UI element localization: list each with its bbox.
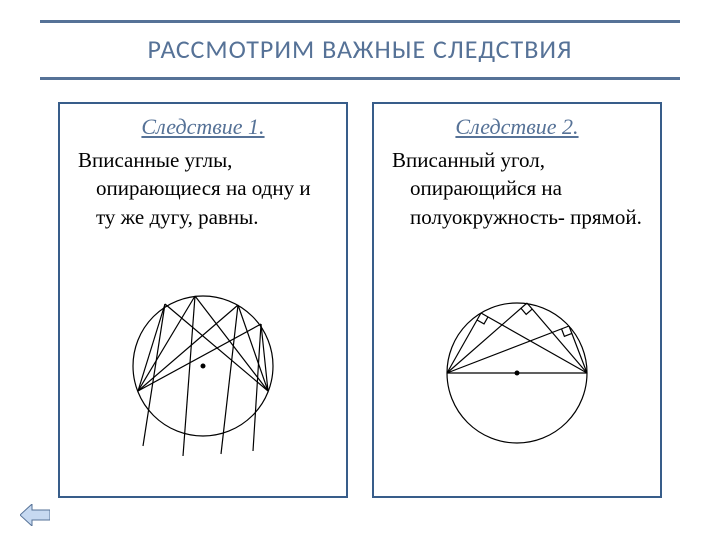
figure-2-wrap — [392, 231, 642, 490]
title-band: РАССМОТРИМ ВАЖНЫЕ СЛЕДСТВИЯ — [40, 20, 680, 80]
slide: РАССМОТРИМ ВАЖНЫЕ СЛЕДСТВИЯ Следствие 1.… — [0, 0, 720, 540]
figure-2 — [417, 273, 617, 448]
corollary-1-title: Следствие 1. — [78, 114, 328, 140]
body-line: опирающиеся на одну и ту же дугу, равны. — [78, 174, 328, 231]
corollary-2-title: Следствие 2. — [392, 114, 642, 140]
card-left: Следствие 1. Вписанные углы,опирающиеся … — [58, 102, 348, 498]
back-arrow-icon[interactable] — [20, 504, 50, 526]
figure-1 — [103, 266, 303, 456]
body-line: полуокружность- прямой. — [392, 203, 642, 231]
body-line: Вписанный угол, — [392, 146, 642, 174]
corollary-1-body: Вписанные углы,опирающиеся на одну и ту … — [78, 146, 328, 231]
body-line: Вписанные углы, — [78, 146, 328, 174]
body-line: опирающийся на — [392, 174, 642, 202]
corollary-2-body: Вписанный угол,опирающийся наполуокружно… — [392, 146, 642, 231]
figure-1-wrap — [78, 231, 328, 490]
columns: Следствие 1. Вписанные углы,опирающиеся … — [58, 102, 662, 498]
page-title: РАССМОТРИМ ВАЖНЫЕ СЛЕДСТВИЯ — [148, 33, 573, 65]
card-right: Следствие 2. Вписанный угол,опирающийся … — [372, 102, 662, 498]
